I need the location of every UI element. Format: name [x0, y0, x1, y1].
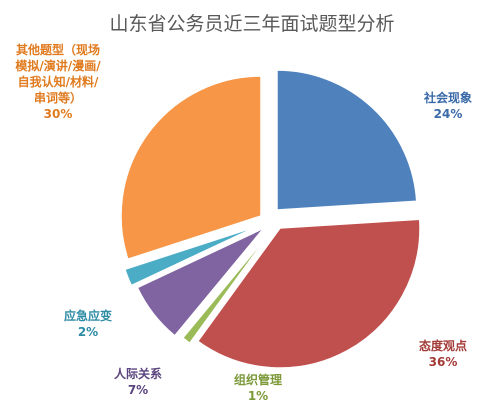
slice-label-shehui: 社会现象	[423, 90, 472, 105]
slice-label-qita: 串词等）	[34, 90, 82, 105]
slice-percent-yingji: 2%	[78, 325, 98, 339]
slice-percent-qita: 30%	[44, 107, 73, 121]
pie-slice-taidu	[196, 218, 421, 369]
slice-label-qita: 自我认知/材料/	[18, 74, 99, 89]
slice-label-qita: 其他题型（现场	[16, 42, 100, 57]
slice-label-qita: 模拟/演讲/漫画/	[15, 58, 101, 73]
chart-title: 山东省公务员近三年面试题型分析	[109, 13, 394, 35]
slice-label-zuzhi: 组织管理	[234, 372, 282, 387]
slice-percent-shehui: 24%	[434, 107, 463, 121]
slice-label-yingji: 应急应变	[64, 308, 112, 323]
pie-slice-renji	[136, 227, 265, 337]
slice-percent-renji: 7%	[128, 383, 148, 397]
slice-label-renji: 人际关系	[114, 366, 162, 381]
pie-slice-yingji	[123, 225, 259, 287]
pie-slice-shehui	[276, 69, 418, 211]
pie-slice-qita	[120, 75, 262, 261]
slice-label-taidu: 态度观点	[419, 338, 467, 353]
pie-slice-zuzhi	[181, 229, 273, 345]
slice-percent-taidu: 36%	[429, 355, 458, 369]
slice-percent-zuzhi: 1%	[248, 389, 268, 403]
